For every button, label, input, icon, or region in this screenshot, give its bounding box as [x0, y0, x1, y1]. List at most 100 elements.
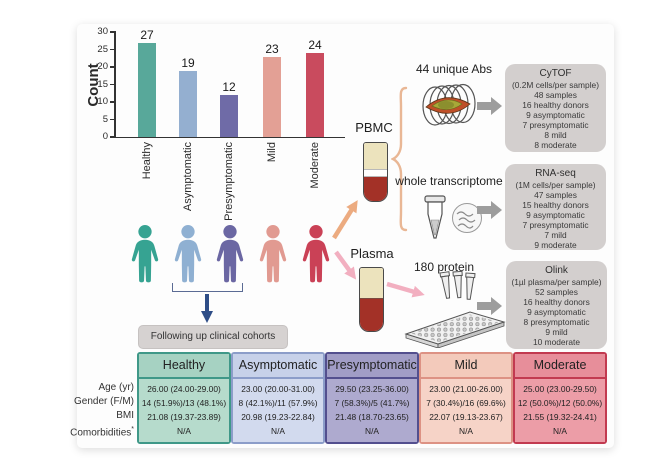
olink-box-line: 52 samples [535, 287, 578, 297]
y-tick-label: 30 [97, 26, 108, 37]
olink-box: Olink (1µl plasma/per sample) 52 samples… [506, 261, 607, 349]
cytof-box-line: 7 presymptomatic [522, 120, 589, 130]
y-tick-label: 10 [97, 96, 108, 107]
rnaseq-box-line: 9 moderate [534, 240, 577, 250]
table-cell: 7 (58.3%)/5 (41.7%) [334, 398, 410, 408]
cytof-annotation: 44 unique Abs [415, 62, 493, 76]
table-cell: 23.00 (21.00-26.00) [429, 384, 503, 394]
table-cell: 21.48 (18.70-23.65) [335, 412, 409, 422]
table-cell: N/A [177, 426, 191, 436]
table-cell: 25.00 (23.00-29.50) [523, 384, 597, 394]
olink-box-line: 9 mild [545, 327, 568, 337]
x-tick-label: Healthy [141, 142, 153, 180]
arrow-to-plasma-icon [334, 250, 357, 280]
table-cell: 26.00 (24.00-29.00) [147, 384, 221, 394]
bar-value: 23 [265, 41, 279, 56]
gray-arrow-icon [477, 201, 502, 219]
bar-moderate: 24 [306, 38, 324, 137]
x-tick-label: Asymptomatic [182, 142, 194, 212]
cytof-box: CyTOF (0.2M cells/per sample) 48 samples… [505, 64, 606, 152]
well-plate-icon [404, 311, 506, 348]
down-arrow-icon [201, 294, 213, 323]
bar-value: 24 [308, 38, 322, 52]
y-tick-mark [110, 136, 114, 138]
table-cell: 12 (50.0%)/12 (50.0%) [517, 398, 603, 408]
table-cell: 8 (42.1%)/11 (57.9%) [238, 398, 318, 408]
cytof-contours-icon [422, 83, 476, 126]
column-header: Healthy [139, 354, 229, 379]
tube-buffy-layer [364, 168, 387, 178]
rna-blob-icon [452, 203, 482, 233]
cytof-box-line: 9 asymptomatic [526, 110, 585, 120]
row-label-bmi: BMI [116, 410, 134, 421]
x-axis-line [114, 136, 345, 138]
bar-healthy: 27 [138, 28, 156, 137]
x-tick-label: Presymptomatic [223, 142, 235, 221]
person-icon-mild [259, 225, 287, 283]
y-tick-mark [110, 101, 114, 103]
y-tick-label: 5 [102, 113, 108, 125]
table-cell: 14 (51.9%)/13 (48.1%) [141, 398, 227, 408]
column-header: Asymptomatic [233, 354, 323, 379]
table-column-healthy: Healthy 26.00 (24.00-29.00) 14 (51.9%)/1… [137, 352, 231, 444]
microtube-icon [424, 195, 446, 239]
bar-value: 27 [140, 27, 154, 42]
table-cell: N/A [271, 426, 285, 436]
chart-yticks: 0 5 10 15 20 25 30 [84, 0, 114, 160]
rnaseq-box-line: 9 asymptomatic [526, 210, 585, 220]
tube-serum-layer [360, 268, 383, 298]
y-tick-mark [110, 48, 114, 51]
gray-arrow-icon [477, 297, 502, 315]
table-column-asymptomatic: Asymptomatic 23.00 (20.00-31.00) 8 (42.1… [231, 352, 325, 444]
y-tick-label: 20 [97, 61, 108, 72]
y-tick-label: 25 [97, 43, 108, 55]
person-icon-moderate [302, 225, 330, 283]
rnaseq-box-line: 7 presymptomatic [522, 220, 589, 230]
table-row-labels: Age (yr) Gender (F/M) BMI Comorbidities* [14, 381, 134, 440]
strip-tubes-icon [439, 270, 476, 300]
olink-box-line: 8 presymptomatic [523, 317, 590, 327]
arrow-plasma-to-olink-icon [386, 281, 425, 298]
row-label-age: Age (yr) [98, 382, 134, 393]
table-cell: 23.00 (20.00-31.00) [241, 384, 315, 394]
x-tick-label: Mild [266, 142, 278, 163]
table-column-mild: Mild 23.00 (21.00-26.00) 7 (30.4%)/16 (6… [419, 352, 513, 444]
bar-value: 12 [222, 80, 236, 94]
cohort-bracket [172, 283, 243, 292]
olink-box-line: 10 moderate [532, 337, 581, 347]
table-cell: 21.55 (19.32-24.41) [523, 412, 597, 422]
cytof-box-line: 16 healthy donors [522, 100, 589, 110]
rnaseq-box-line: 47 samples [534, 190, 577, 200]
tube-blood-layer [360, 297, 383, 331]
cytof-box-line: 8 moderate [534, 140, 577, 150]
olink-box-line: (1µl plasma/per sample) [511, 277, 602, 287]
pbmc-tube-icon [363, 142, 388, 202]
y-tick-mark [110, 83, 114, 86]
y-tick-mark [110, 118, 114, 121]
cytof-box-line: (0.2M cells/per sample) [511, 80, 600, 90]
bar-presymptomatic: 12 [220, 80, 238, 137]
y-tick-label: 15 [97, 78, 108, 90]
cytof-box-title: CyTOF [539, 68, 572, 79]
pbmc-brace-icon [391, 86, 408, 232]
olink-box-line: 16 healthy donors [523, 297, 590, 307]
column-header: Presymptomatic [327, 354, 417, 379]
olink-box-title: Olink [545, 265, 568, 276]
table-cell: 29.50 (23.25-36.00) [335, 384, 409, 394]
olink-annotation: 180 protein [413, 260, 475, 274]
gray-arrow-icon [477, 97, 502, 115]
table-cell: 7 (30.4%)/16 (69.6%) [426, 398, 506, 408]
table-column-moderate: Moderate 25.00 (23.00-29.50) 12 (50.0%)/… [513, 352, 607, 444]
x-tick-label: Moderate [309, 142, 321, 189]
column-header: Moderate [515, 354, 605, 379]
y-tick-label: 0 [102, 131, 108, 142]
person-icon-healthy [131, 225, 159, 283]
rnaseq-box-line: 7 mild [544, 230, 567, 240]
bar-asymptomatic: 19 [179, 56, 197, 137]
column-header: Mild [421, 354, 511, 379]
rnaseq-box-line: (1M cells/per sample) [515, 180, 596, 190]
rnaseq-annotation: whole transcriptome [395, 174, 503, 188]
rnaseq-box: RNA-seq (1M cells/per sample) 47 samples… [505, 164, 606, 250]
table-cell: 22.07 (19.13-23.67) [429, 412, 503, 422]
bar-mild: 23 [263, 42, 281, 137]
